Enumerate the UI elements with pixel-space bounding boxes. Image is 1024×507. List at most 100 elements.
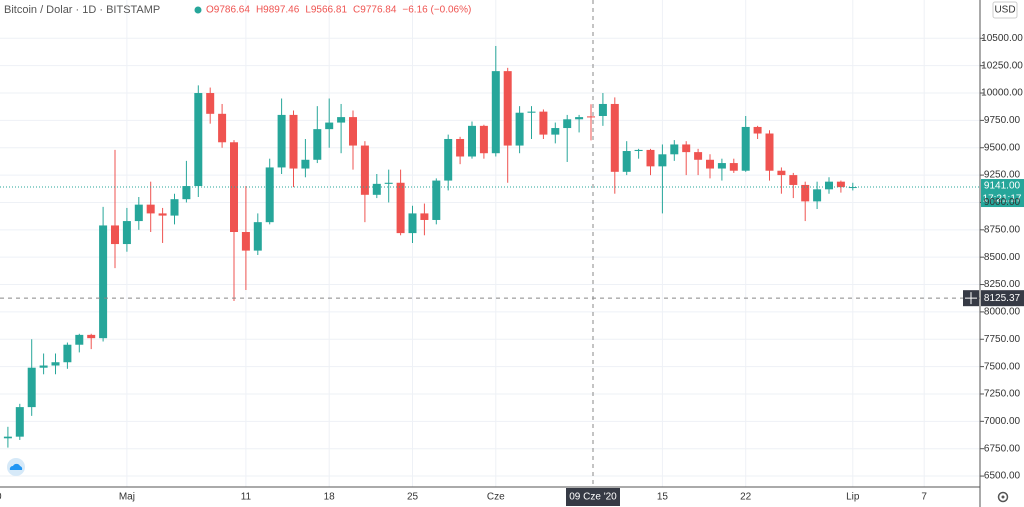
candle-body — [360, 145, 369, 195]
last-price-box — [981, 179, 1024, 208]
y-tick-label: 9000.00 — [984, 197, 1021, 208]
candle-body — [515, 112, 524, 146]
candle-body — [479, 125, 488, 154]
candle-body — [646, 149, 655, 167]
candle-body — [825, 181, 833, 190]
ohlc-value: H9897.46 — [256, 5, 300, 16]
crosshair-date-box — [566, 488, 620, 506]
candle-body — [325, 122, 334, 130]
candle-body — [444, 138, 453, 181]
candles — [3, 45, 857, 448]
candle-body — [408, 213, 417, 234]
candle-body — [265, 167, 274, 223]
candle-body — [301, 159, 310, 169]
candle-body — [468, 125, 476, 157]
candle-body — [420, 213, 429, 220]
x-tick-label: 11 — [241, 492, 252, 503]
y-tick-label: 6750.00 — [984, 443, 1021, 454]
y-tick-label: 8750.00 — [984, 224, 1021, 235]
y-tick-label: 9750.00 — [984, 115, 1021, 126]
cloud-icon[interactable] — [7, 458, 25, 476]
candle-body — [289, 114, 298, 169]
y-tick-label: 7250.00 — [984, 389, 1021, 400]
candle-body — [503, 71, 512, 146]
currency-box[interactable] — [992, 1, 1018, 19]
ohlc-value: L9566.81 — [305, 5, 347, 16]
y-tick-label: 10500.00 — [981, 33, 1023, 44]
x-tick-label: 7 — [921, 492, 927, 503]
x-tick-label: 22 — [740, 492, 752, 503]
candle-body — [741, 126, 750, 171]
y-tick-label: 10000.00 — [981, 88, 1023, 99]
candle-body — [575, 117, 584, 120]
candle-body — [51, 362, 60, 366]
candle-body — [717, 163, 726, 169]
candle-body — [206, 93, 215, 114]
candle-body — [75, 334, 84, 345]
candle-body — [551, 128, 560, 135]
candle-body — [765, 133, 774, 171]
candle-body — [349, 117, 357, 146]
candle-body — [432, 180, 441, 220]
candle-body — [527, 111, 536, 113]
candle-body — [134, 204, 143, 222]
currency[interactable]: USD — [994, 5, 1015, 16]
candle-body — [87, 334, 96, 339]
candle-body — [63, 344, 72, 363]
candle-body — [111, 225, 119, 245]
candle-body — [836, 181, 845, 188]
grid — [0, 0, 984, 487]
crosshair-price: 8125.37 — [984, 293, 1021, 304]
candle-body — [539, 111, 548, 135]
x-tick-label: 18 — [324, 492, 336, 503]
y-tick-label: 6500.00 — [984, 471, 1021, 482]
candle-body — [15, 407, 24, 437]
countdown: 17:21:17 — [983, 194, 1022, 205]
y-tick-label: 7500.00 — [984, 361, 1021, 372]
y-tick-label: 9250.00 — [984, 170, 1021, 181]
candle-body — [801, 184, 810, 202]
candle-body — [337, 117, 346, 123]
crosshair-date: 09 Cze '20 — [569, 492, 617, 503]
candle-body — [241, 232, 250, 251]
candle-body — [706, 159, 714, 169]
candle-body — [670, 144, 679, 155]
candle-body — [384, 182, 393, 184]
candle-body — [658, 154, 667, 167]
candle-body — [694, 152, 703, 160]
candle-body — [682, 144, 691, 153]
settings-icon[interactable] — [997, 491, 1009, 503]
candle-body — [813, 189, 822, 202]
candle-body — [587, 116, 595, 118]
crosshair-add[interactable] — [963, 290, 979, 307]
last-price-label: 9141.00 — [984, 181, 1021, 192]
x-tick-label: 20 — [0, 492, 2, 503]
x-tick-label: 25 — [407, 492, 419, 503]
candle-body — [99, 225, 108, 339]
candle-body — [158, 213, 167, 216]
x-tick-label: 15 — [657, 492, 669, 503]
candle-body — [313, 129, 322, 160]
add-icon — [965, 292, 977, 305]
candle-body — [170, 199, 179, 216]
status-dot — [194, 6, 202, 14]
candle-body — [194, 93, 203, 187]
candle-body — [753, 126, 762, 134]
candle-body — [789, 175, 798, 185]
y-tick-label: 7750.00 — [984, 334, 1021, 345]
candle-body — [598, 103, 607, 117]
chart-title: Bitcoin / Dolar · 1D · BITSTAMP — [4, 4, 160, 16]
y-tick-label: 8500.00 — [984, 252, 1021, 263]
y-tick-label: 9500.00 — [984, 142, 1021, 153]
crosshair-price-box — [981, 290, 1024, 307]
candle-body — [777, 170, 786, 176]
candle-body — [253, 222, 262, 251]
candle-body — [563, 119, 572, 129]
ohlc-value: C9776.84 — [353, 5, 397, 16]
candle-body — [146, 204, 155, 214]
x-tick-label: Cze — [487, 492, 505, 503]
candle-body — [456, 138, 465, 157]
